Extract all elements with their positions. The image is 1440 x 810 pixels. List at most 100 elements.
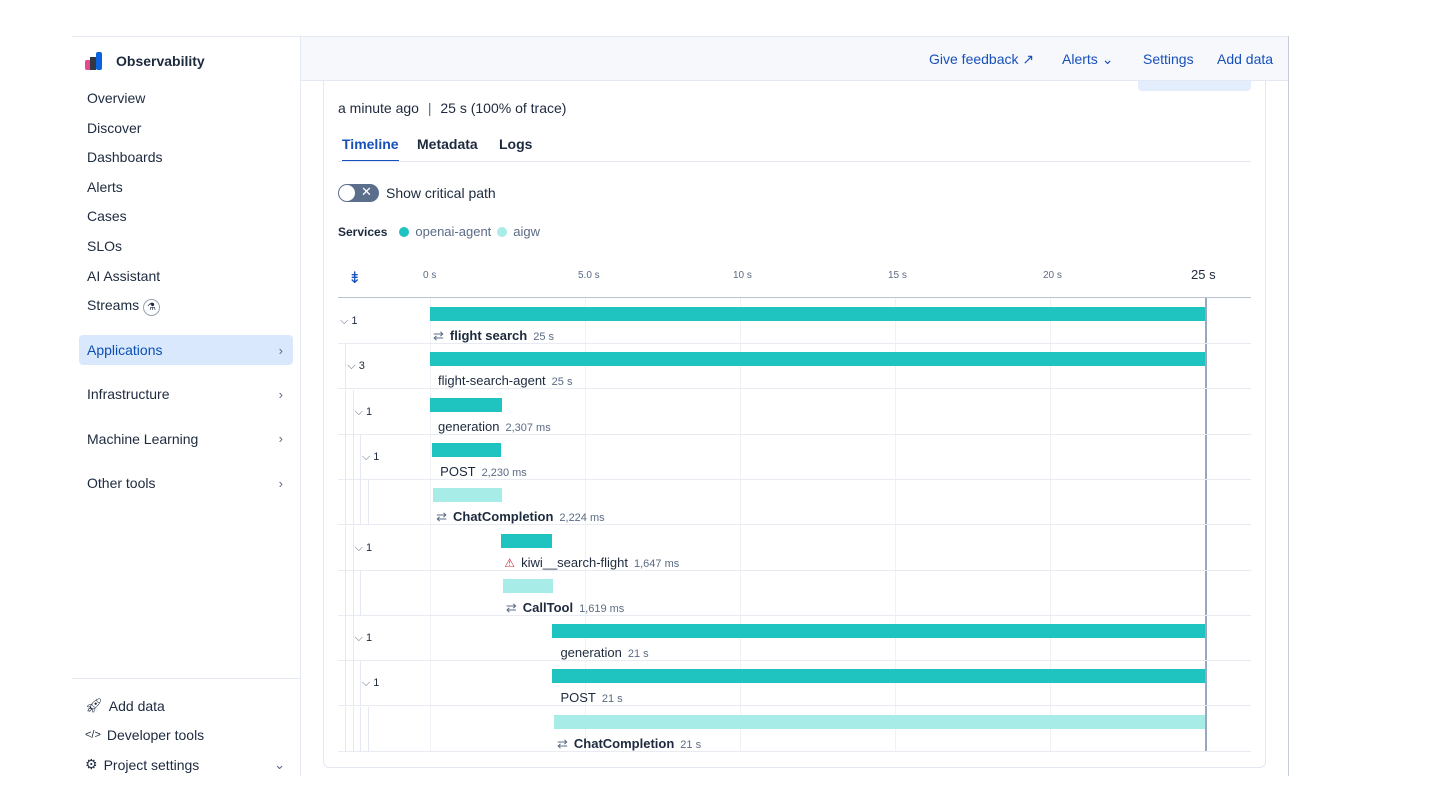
- code-icon: </>: [85, 729, 101, 741]
- trace-duration: 25 s: [440, 100, 467, 116]
- span-row[interactable]: ⌵ 3 flight-search-agent 25 s: [338, 344, 1251, 390]
- sidebar-footer-developer-tools[interactable]: </> Developer tools: [85, 727, 204, 743]
- expand-toggle[interactable]: ⌵ 1: [362, 451, 380, 464]
- sidebar-item-label: Discover: [87, 119, 142, 136]
- span-bar[interactable]: [433, 488, 503, 503]
- child-count: 1: [366, 541, 373, 554]
- child-count: 1: [373, 450, 380, 463]
- sidebar-group-infrastructure[interactable]: Infrastructure ›: [79, 379, 293, 409]
- sidebar-item-dashboards[interactable]: Dashboards: [87, 149, 163, 165]
- tick-label: 5.0 s: [578, 270, 600, 281]
- services-legend: Services openai-agent aigw: [338, 224, 540, 239]
- span-bar[interactable]: [502, 578, 554, 593]
- sidebar-item-alerts[interactable]: Alerts: [87, 179, 123, 195]
- span-label: ⇄ flight search 25 s: [433, 328, 554, 344]
- sidebar-group-other-tools[interactable]: Other tools ›: [79, 468, 293, 498]
- sidebar-item-discover[interactable]: Discover: [87, 120, 141, 136]
- sidebar-item-streams[interactable]: Streams ⚗: [87, 297, 161, 317]
- span-bar[interactable]: [552, 669, 1205, 684]
- child-count: 3: [358, 360, 365, 373]
- expand-toggle[interactable]: ⌵ 1: [355, 406, 373, 419]
- sidebar-item-slos[interactable]: SLOs: [87, 238, 122, 254]
- span-bar[interactable]: [552, 624, 1205, 639]
- service-openai-agent: openai-agent: [415, 224, 492, 239]
- trace-percent: (100% of trace): [470, 100, 567, 116]
- expand-toggle[interactable]: ⌵ 1: [340, 315, 358, 328]
- span-row[interactable]: ⌵ 1 ⚠ kiwi__search-flight 1,647 ms: [338, 525, 1251, 571]
- external-link-icon: ↗: [1022, 51, 1035, 67]
- span-row[interactable]: ⌵ 1 POST 21 s: [338, 661, 1251, 707]
- tree-guide-line: [352, 570, 354, 616]
- span-duration: 1,619 ms: [579, 602, 625, 615]
- tab-logs[interactable]: Logs: [499, 136, 533, 152]
- span-row[interactable]: ⌵ 1 generation 2,307 ms: [338, 389, 1251, 435]
- tab-timeline[interactable]: Timeline: [342, 136, 399, 162]
- sidebar-group-label: Applications: [87, 342, 163, 358]
- span-duration: 21 s: [601, 693, 623, 706]
- tree-guide-line: [360, 706, 361, 752]
- span-name: flight search: [449, 328, 528, 343]
- span-bar[interactable]: [430, 352, 1205, 367]
- sidebar-item-label: Streams: [87, 297, 140, 314]
- tree-guide-line: [345, 616, 346, 662]
- expand-toggle[interactable]: ⌵ 1: [355, 632, 373, 645]
- give-feedback-link[interactable]: Give feedback ↗: [929, 51, 1034, 68]
- span-row[interactable]: ⇄ ChatCompletion 21 s: [338, 706, 1251, 752]
- chevron-down-icon: ⌵: [354, 405, 363, 418]
- sidebar-item-label: Cases: [87, 208, 127, 225]
- tree-guide-line: [367, 480, 369, 526]
- tree-guide-line: [360, 570, 361, 616]
- span-duration: 21 s: [680, 738, 702, 751]
- hidden-button-partial[interactable]: [1138, 81, 1251, 91]
- sidebar-item-ai-assistant[interactable]: AI Assistant: [87, 268, 160, 284]
- sidebar-footer-add-data[interactable]: 🚀︎ Add data: [85, 697, 165, 714]
- chevron-down-icon: ⌵: [354, 632, 363, 645]
- span-name: ChatCompletion: [573, 735, 675, 751]
- tree-guide-line: [352, 525, 354, 571]
- span-row[interactable]: ⇄ CallTool 1,619 ms: [338, 570, 1251, 616]
- span-row[interactable]: ⇄ ChatCompletion 2,224 ms: [338, 480, 1251, 526]
- span-bar[interactable]: [554, 714, 1205, 729]
- brand[interactable]: Observability: [84, 51, 205, 71]
- sidebar-group-applications[interactable]: Applications ›: [79, 335, 293, 365]
- span-name: generation: [560, 645, 622, 661]
- collapse-all-icon[interactable]: ⇟: [348, 270, 362, 287]
- transaction-icon: ⇄: [505, 599, 517, 615]
- rocket-icon: 🚀︎: [85, 697, 103, 713]
- span-name: flight-search-agent: [438, 373, 546, 389]
- span-bar[interactable]: [430, 307, 1205, 321]
- brand-name: Observability: [116, 53, 205, 69]
- child-count: 1: [366, 632, 373, 645]
- alerts-menu[interactable]: Alerts ⌄: [1062, 51, 1113, 68]
- span-row[interactable]: ⌵ 1 generation 21 s: [338, 616, 1251, 662]
- expand-toggle[interactable]: ⌵ 1: [355, 542, 373, 555]
- span-bar[interactable]: [432, 442, 502, 457]
- sidebar-item-overview[interactable]: Overview: [87, 90, 145, 106]
- tree-guide-line: [345, 706, 346, 752]
- span-bar[interactable]: [501, 533, 553, 548]
- tick-label: 20 s: [1043, 270, 1062, 281]
- span-label: POST 2,230 ms: [440, 464, 527, 479]
- tree-guide-line: [360, 661, 361, 707]
- span-bar[interactable]: [430, 397, 502, 412]
- span-name: CallTool: [522, 599, 574, 615]
- critical-path-toggle[interactable]: ✕: [338, 184, 379, 202]
- tab-metadata[interactable]: Metadata: [417, 136, 478, 152]
- span-row[interactable]: ⌵ 1 ⇄ flight search 25 s: [338, 299, 1251, 344]
- sidebar-item-cases[interactable]: Cases: [87, 208, 127, 224]
- sidebar-footer-project-settings[interactable]: ⚙ Project settings ⌄: [85, 756, 285, 773]
- add-data-link[interactable]: Add data: [1217, 51, 1274, 67]
- warning-icon: ⚠: [504, 555, 516, 570]
- give-feedback-label: Give feedback: [929, 51, 1019, 67]
- span-row[interactable]: ⌵ 1 POST 2,230 ms: [338, 434, 1251, 480]
- sidebar-group-machine-learning[interactable]: Machine Learning ›: [79, 424, 293, 454]
- span-label: ⇄ ChatCompletion 21 s: [557, 736, 701, 752]
- footer-label: Add data: [108, 697, 165, 714]
- service-dot-aigw: [497, 226, 508, 237]
- expand-toggle[interactable]: ⌵ 1: [362, 677, 380, 690]
- timeline-axis-line: [338, 297, 1251, 298]
- service-aigw: aigw: [513, 224, 541, 239]
- expand-toggle[interactable]: ⌵ 3: [347, 360, 365, 373]
- settings-link[interactable]: Settings: [1143, 51, 1194, 67]
- child-count: 1: [373, 677, 380, 690]
